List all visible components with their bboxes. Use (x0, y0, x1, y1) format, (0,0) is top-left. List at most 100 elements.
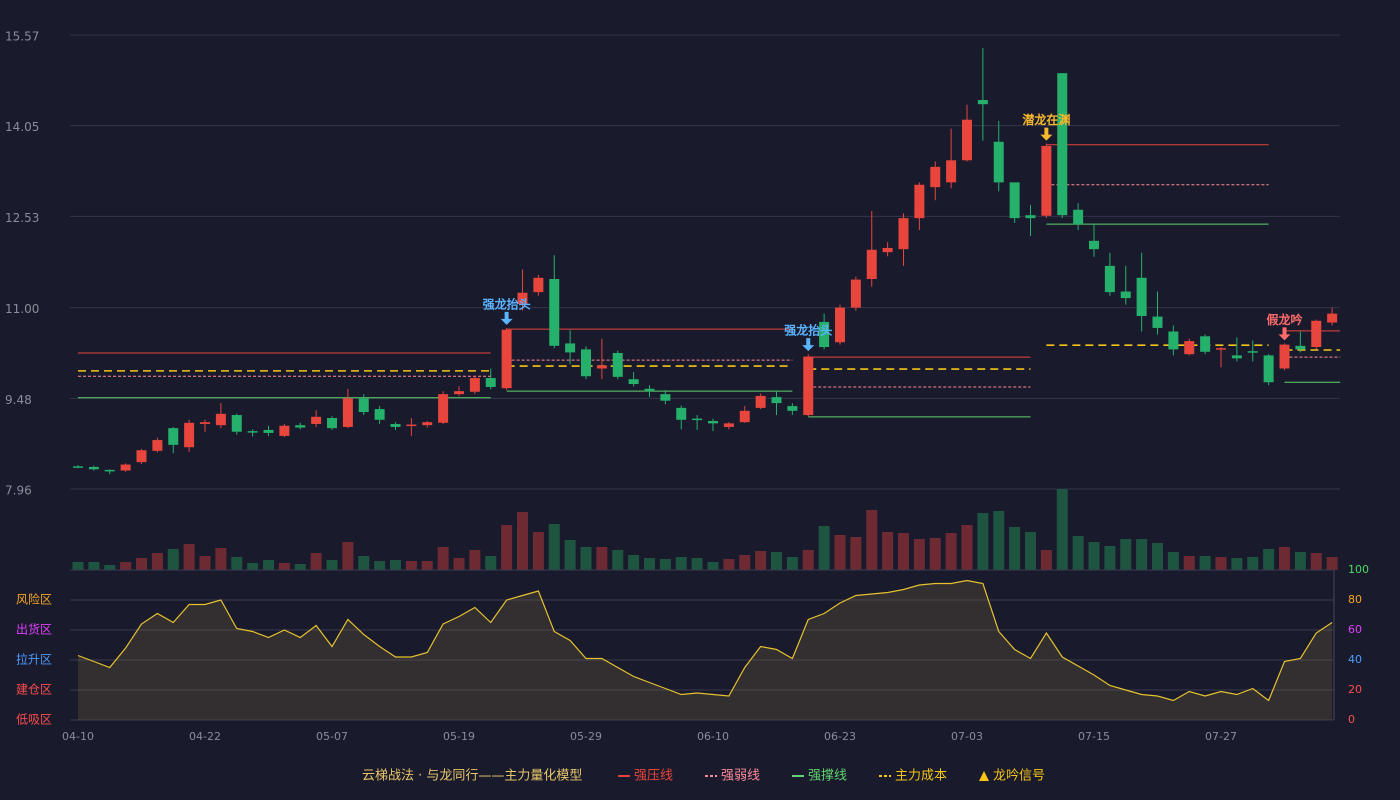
candle-body (1009, 182, 1020, 219)
candle-body (644, 388, 655, 392)
candle-body (104, 469, 115, 472)
candle-body (152, 440, 163, 451)
zone-label: 拉升区 (16, 652, 52, 667)
candle-body (327, 418, 337, 429)
volume-bar (723, 559, 735, 570)
candle-body (898, 218, 909, 250)
y-tick-label: 9.48 (5, 393, 32, 407)
volume-bar (1279, 547, 1290, 570)
volume-bar (548, 524, 560, 570)
candle-body (962, 119, 972, 161)
volume-bar (659, 559, 671, 570)
volume-bar (771, 552, 782, 570)
osc-area (78, 580, 1333, 720)
candle-body (977, 100, 988, 105)
osc-tick-label: 0 (1348, 713, 1355, 726)
candle-body (993, 141, 1004, 183)
signal-arrow (500, 311, 513, 325)
candle-body (1311, 320, 1322, 348)
volume-bar (374, 561, 386, 570)
candle-body (1120, 291, 1131, 299)
volume-bar (1040, 550, 1052, 570)
volume-bar (1104, 546, 1116, 570)
x-tick-label: 06-10 (697, 730, 729, 743)
candle-body (1200, 336, 1211, 352)
candle-body (565, 343, 576, 353)
signal-arrow (1278, 327, 1291, 341)
volume-bar (834, 535, 846, 570)
x-tick-label: 04-22 (189, 730, 221, 743)
volume-bar (818, 526, 830, 570)
volume-bar (961, 525, 973, 570)
legend-title: 云梯战法 · 与龙同行——主力量化模型 (362, 769, 582, 784)
volume-bar (628, 555, 640, 570)
volume-bar (1167, 552, 1179, 570)
volume-bar (1025, 532, 1036, 570)
signal-label: 假龙吟 (1266, 312, 1302, 327)
candle-body (755, 395, 766, 408)
volume-bar (231, 557, 243, 570)
candle-body (549, 279, 560, 346)
candle-body (215, 413, 226, 426)
volume-bar (310, 553, 322, 570)
candle-body (374, 409, 385, 420)
volume-bar (691, 558, 703, 570)
osc-line (77, 579, 1333, 702)
candle-body (533, 277, 544, 293)
volume-bar (215, 548, 227, 570)
volume-bar (1072, 536, 1084, 570)
candle-body (469, 378, 480, 392)
y-tick-label: 7.96 (5, 484, 32, 498)
osc-tick-label: 20 (1348, 683, 1362, 696)
candle-body (422, 422, 433, 426)
volume-bar (469, 550, 481, 570)
zone-label: 风险区 (16, 592, 52, 607)
osc-tick-label: 60 (1348, 623, 1362, 636)
volume-bar (342, 542, 354, 570)
volume-bar (1009, 527, 1021, 570)
volume-bar (993, 511, 1005, 570)
candle-body (581, 349, 591, 377)
osc-tick-label: 80 (1348, 593, 1362, 606)
candle-body (1057, 73, 1068, 216)
candle-body (263, 429, 274, 433)
volume-bar (1152, 543, 1163, 570)
volume-bar (564, 540, 576, 570)
candle-body (342, 398, 353, 427)
signal-arrow (1040, 127, 1053, 141)
candle-body (1168, 331, 1179, 350)
candle-body (914, 184, 925, 219)
volume-bar (739, 555, 751, 570)
candle-body (311, 416, 322, 424)
x-tick-label: 05-19 (443, 730, 475, 743)
candle-body (485, 378, 496, 387)
candle-body (596, 365, 607, 369)
y-tick-label: 15.57 (5, 30, 39, 44)
candle-body (1231, 355, 1242, 359)
volume-bar (1326, 557, 1338, 570)
volume-bar (1294, 552, 1306, 570)
volume-bar (1199, 556, 1211, 570)
volume-bar (437, 547, 449, 570)
candle-body (120, 464, 131, 471)
candle-body (930, 166, 941, 188)
osc-tick-label: 100 (1348, 563, 1369, 576)
candle-body (390, 423, 401, 427)
x-tick-label: 07-15 (1078, 730, 1110, 743)
candle-body (866, 249, 877, 280)
legend-label: 强压线 (634, 769, 673, 784)
volume-bar (1215, 557, 1227, 570)
candle-body (803, 356, 814, 416)
volume-bar (183, 544, 195, 570)
volume-bar (532, 532, 544, 570)
volume-bar (866, 510, 878, 570)
volume-bar (136, 558, 147, 570)
candle-body (406, 424, 417, 427)
volume-bar (263, 560, 274, 570)
candle-body (946, 160, 957, 183)
x-tick-label: 05-29 (570, 730, 602, 743)
candle-body (787, 406, 798, 411)
volume-bar (453, 558, 465, 570)
volume-bar (898, 533, 909, 570)
candle-body (882, 247, 893, 253)
